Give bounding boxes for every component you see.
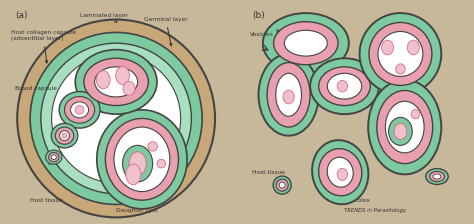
Ellipse shape [51,123,78,148]
Ellipse shape [368,80,441,174]
Text: Laminated layer: Laminated layer [80,13,128,22]
Text: TRENDS in Parasitology: TRENDS in Parasitology [344,208,406,213]
Text: Host tissue: Host tissue [252,170,285,175]
Text: b: b [58,140,62,145]
Ellipse shape [59,92,100,128]
Ellipse shape [328,73,362,99]
Ellipse shape [258,54,319,136]
Ellipse shape [369,22,432,85]
Ellipse shape [75,50,157,114]
Ellipse shape [52,54,181,183]
Text: Germinal layer: Germinal layer [144,17,188,46]
Ellipse shape [116,66,129,84]
Text: c: c [73,116,77,121]
Ellipse shape [64,97,95,123]
Ellipse shape [283,90,294,104]
Ellipse shape [105,118,179,200]
Ellipse shape [129,152,146,175]
Ellipse shape [157,159,165,168]
Ellipse shape [41,43,191,194]
Ellipse shape [429,171,445,182]
Text: Brood capsule: Brood capsule [15,86,84,93]
Ellipse shape [411,109,420,119]
Ellipse shape [433,174,441,179]
Ellipse shape [148,142,157,151]
Ellipse shape [337,168,347,180]
Text: Host collagen capsule
(adventitial layer): Host collagen capsule (adventitial layer… [11,30,76,63]
Ellipse shape [267,62,310,127]
Text: Vesicles: Vesicles [250,30,279,37]
Text: Protoscolex: Protoscolex [336,182,370,203]
Ellipse shape [396,64,405,74]
Ellipse shape [51,155,56,159]
Ellipse shape [360,13,441,95]
Ellipse shape [96,71,110,89]
Ellipse shape [49,152,59,162]
Ellipse shape [123,82,135,95]
Ellipse shape [284,30,328,56]
Ellipse shape [46,150,62,164]
Ellipse shape [385,101,424,153]
Ellipse shape [389,117,412,145]
Ellipse shape [382,40,393,55]
Ellipse shape [95,67,137,97]
Ellipse shape [75,106,84,114]
Ellipse shape [126,164,141,185]
Ellipse shape [55,127,74,144]
Ellipse shape [123,145,153,182]
Ellipse shape [30,32,202,205]
Text: Host tissue: Host tissue [30,198,63,203]
Ellipse shape [114,127,170,192]
Ellipse shape [337,80,347,92]
Text: a: a [48,161,51,166]
Ellipse shape [407,40,419,55]
Ellipse shape [377,90,433,164]
Ellipse shape [273,176,291,194]
Ellipse shape [84,58,148,106]
Ellipse shape [276,179,288,191]
Ellipse shape [60,131,70,141]
Ellipse shape [319,67,370,106]
Ellipse shape [279,182,285,188]
Ellipse shape [327,157,353,187]
Ellipse shape [263,13,349,73]
Ellipse shape [62,133,67,138]
Ellipse shape [394,123,407,140]
Ellipse shape [71,102,89,118]
Ellipse shape [97,110,187,209]
Text: (b): (b) [252,11,265,20]
Text: (a): (a) [15,11,27,20]
Ellipse shape [273,22,338,65]
Ellipse shape [319,149,362,196]
Ellipse shape [17,19,215,217]
Ellipse shape [426,168,448,185]
Ellipse shape [310,58,379,114]
Ellipse shape [312,140,368,204]
Text: Daughter cyst: Daughter cyst [116,208,158,213]
Text: d: d [118,62,122,67]
Ellipse shape [276,73,301,116]
Ellipse shape [378,31,423,76]
Text: Protoscolex: Protoscolex [120,92,155,104]
